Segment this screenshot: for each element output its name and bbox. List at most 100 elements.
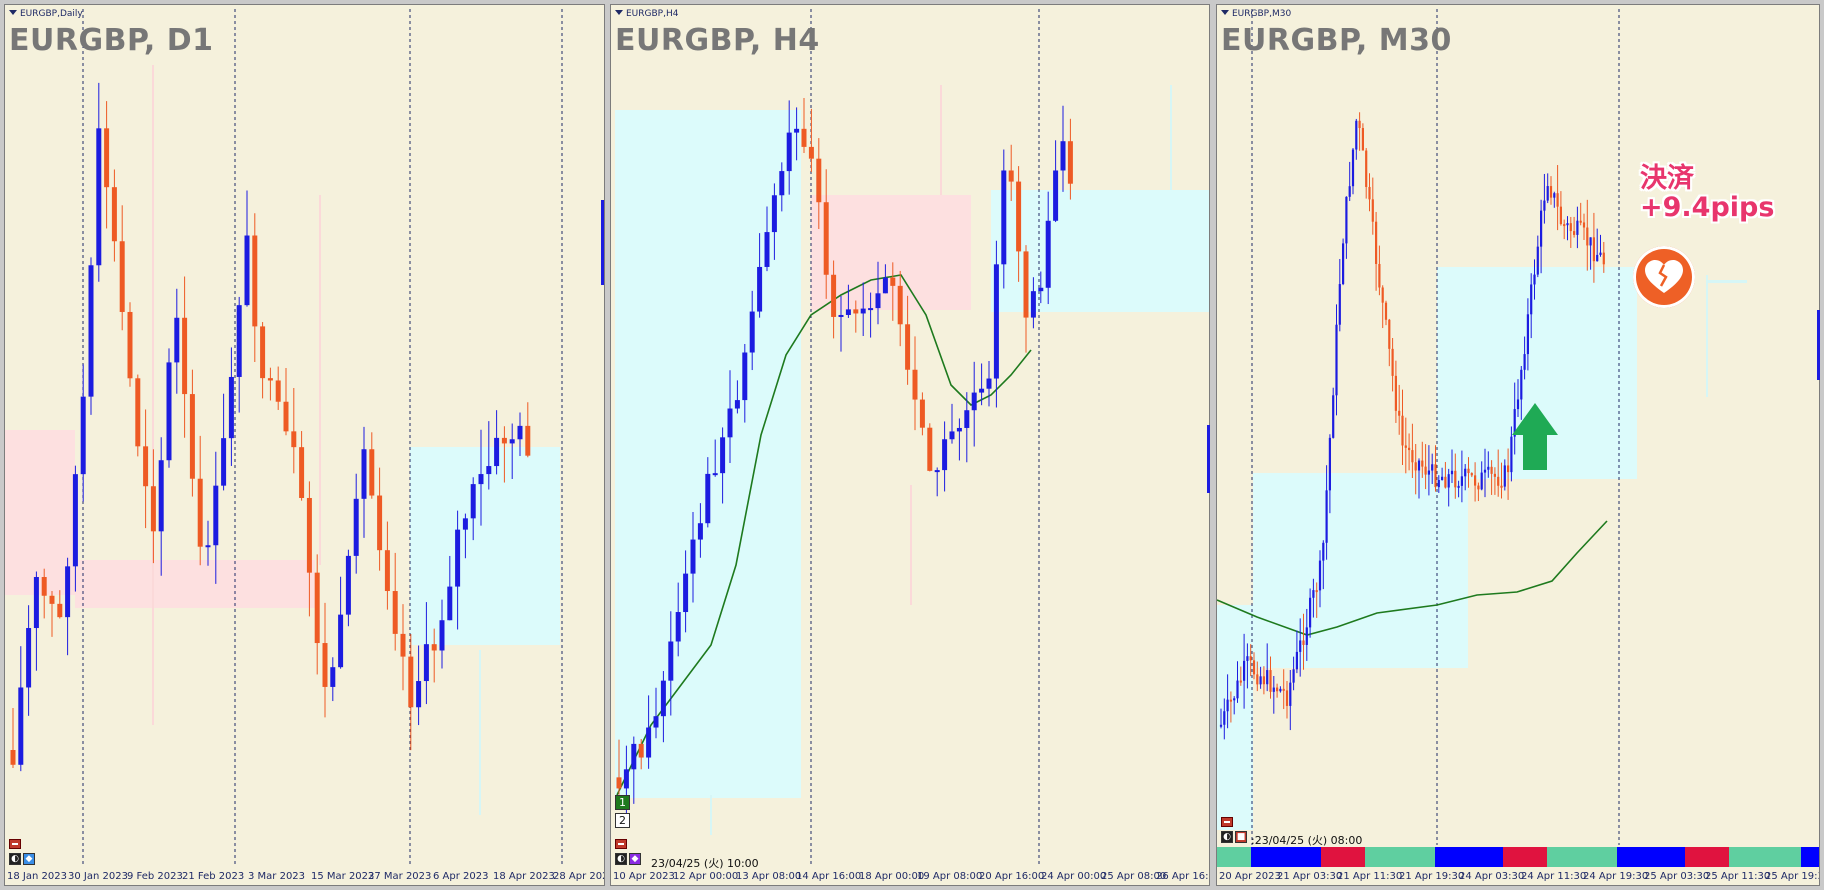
symbol-label: EURGBP,M30 [1221,9,1291,19]
candle-body [1480,472,1483,490]
candle-body [927,427,933,471]
time-label: 21 Apr 11:30 [1337,871,1403,882]
candle-body [1596,254,1599,262]
candle-body [299,447,305,498]
candle-body [1239,680,1242,683]
candle-body [1023,251,1029,318]
marker-box-1[interactable]: 1 [615,795,630,810]
candle-body [1483,469,1487,473]
time-label: 10 Apr 2023 [613,871,675,882]
settings-icon[interactable]: ◆ [23,853,35,865]
candle-body [1305,627,1308,645]
candle-body [1394,375,1397,411]
candle-body [1540,210,1543,247]
candle-body [1282,688,1285,691]
candle-body [890,277,896,286]
candle-body [143,446,149,487]
candle-body [1467,468,1470,474]
candle-body [1322,542,1325,561]
candle-body [1338,284,1341,325]
scrollbar-marker[interactable] [1817,310,1820,380]
time-label: 24 Apr 11:30 [1521,871,1587,882]
candles-m30 [1219,112,1605,740]
settings-icon[interactable]: ◆ [629,853,641,865]
chart-title: EURGBP, D1 [9,23,214,58]
candle-body [260,326,266,379]
marker-box-2[interactable]: 2 [615,813,630,828]
session-segment [1547,847,1617,867]
chart-canvas-m30[interactable] [1217,5,1820,886]
time-axis: 18 Jan 2023 30 Jan 2023 9 Feb 2023 21 Fe… [5,867,604,885]
candle-body [119,241,125,312]
candle-body [616,777,622,789]
candle-body [1332,395,1335,438]
symbol-label: EURGBP,H4 [615,9,678,19]
candle-body [1008,170,1014,182]
candle-body [794,128,800,133]
candle-body [345,555,351,615]
settings-icon[interactable]: ■ [1235,831,1247,843]
candle-body [801,128,807,147]
candle-body [1067,141,1073,184]
candle-body [517,425,523,440]
candle-body [653,716,659,728]
candle-body [956,427,962,432]
candle-body [1345,196,1348,244]
candle-body [1351,149,1355,187]
chart-title: EURGBP, M30 [1221,23,1452,58]
chart-tools-icon[interactable]: ◐ [1221,831,1233,843]
candle-body [1553,193,1556,198]
session-segment [1685,847,1729,867]
time-label: 24 Apr 00:00 [1041,871,1107,882]
chart-tools-icon[interactable]: ◐ [9,853,21,865]
chart-canvas-d1[interactable] [5,5,605,886]
candle-body [1526,314,1529,355]
candle-body [845,309,851,315]
candle-body [1427,470,1430,475]
candle-body [823,202,829,275]
candle-body [1602,252,1605,265]
candle-body [33,577,39,629]
time-label: 24 Apr 03:30 [1459,871,1525,882]
chart-pane-m30[interactable]: EURGBP,M30 EURGBP, M30 ◐ ■ :23/04/25 (火)… [1216,4,1820,886]
close-indicator-button[interactable] [615,839,627,849]
candle-body [1513,409,1516,437]
chart-tools-icon[interactable]: ◐ [615,853,627,865]
settlement-label: 決済 [1640,163,1694,194]
candle-body [1573,231,1576,235]
chart-pane-d1[interactable]: EURGBP,Daily EURGBP, D1 ◐ ◆ 18 Jan 2023 … [4,4,605,886]
time-label: 13 Apr 08:00 [736,871,802,882]
candle-body [1434,464,1437,488]
session-segment [1801,847,1819,867]
chart-canvas-h4[interactable] [611,5,1210,886]
candle-body [979,388,985,393]
candle-body [831,274,837,317]
scrollbar-marker[interactable] [1207,425,1210,493]
candle-body [1233,698,1236,701]
time-label: 19 Apr 08:00 [917,871,983,882]
candle-body [1229,699,1232,702]
scrollbar-marker[interactable] [601,200,604,285]
close-indicator-button[interactable] [9,839,21,849]
settlement-annotation: 決済 +9.4pips [1640,164,1774,222]
time-label: 25 Apr 19:30 [1765,871,1819,882]
chart-pane-h4[interactable]: EURGBP,H4 EURGBP, H4 1 2 ◐ ◆ 23/04/25 (火… [610,4,1210,886]
candle-body [623,769,629,789]
close-indicator-button[interactable] [1221,817,1233,827]
candle-body [275,380,281,402]
candle-body [727,408,733,438]
candle-body [291,431,297,448]
candle-body [712,473,718,476]
time-label: 15 Mar 2023 [311,871,375,882]
time-label: 6 Apr 2023 [433,871,489,882]
candle-body [1460,476,1463,486]
candle-body [104,128,110,188]
candle-body [1266,670,1269,685]
candle-body [1262,676,1265,685]
candle-body [236,305,242,377]
candle-body [462,518,468,530]
broken-heart-icon [1633,246,1695,308]
candle-body [1414,462,1417,471]
time-label: 26 Apr 16:00 [1156,871,1209,882]
candle-body [897,285,903,325]
